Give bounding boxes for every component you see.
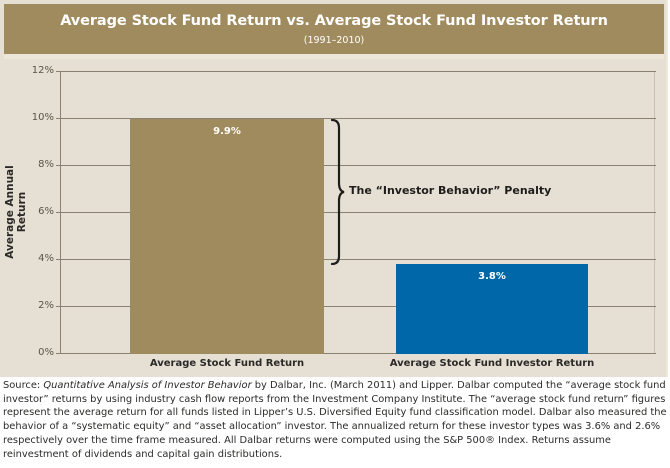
y-tick-6: 6% <box>38 206 54 217</box>
y-tick-2: 2% <box>38 300 54 311</box>
curly-brace-icon <box>330 119 345 265</box>
footnote-source-title: Quantitative Analysis of Investor Behavi… <box>43 380 252 391</box>
bar-value-label: 3.8% <box>478 271 506 282</box>
source-footnote: Source: Quantitative Analysis of Investo… <box>3 379 667 461</box>
x-label-investor-return: Average Stock Fund Investor Return <box>389 358 595 369</box>
bar-average-stock-fund-return: 9.9% <box>130 119 324 354</box>
header-divider <box>4 54 664 59</box>
y-tick-12: 12% <box>31 65 54 76</box>
investor-behavior-penalty-label: The “Investor Behavior” Penalty <box>349 184 552 197</box>
gridline-8 <box>56 165 656 166</box>
gridline-10 <box>56 118 656 119</box>
gridline-12 <box>56 71 656 72</box>
footnote-source-prefix: Source: <box>3 380 44 391</box>
gridline-4 <box>56 259 656 260</box>
chart-subtitle: (1991–2010) <box>303 35 365 46</box>
y-axis-label: Average Annual Return <box>4 165 28 259</box>
y-tick-0: 0% <box>38 347 54 358</box>
y-tick-4: 4% <box>38 253 54 264</box>
bar-average-stock-fund-investor-return: 3.8% <box>396 264 588 354</box>
y-tick-10: 10% <box>31 112 54 123</box>
chart-title: Average Stock Fund Return vs. Average St… <box>60 13 608 29</box>
bar-value-label: 9.9% <box>213 126 241 137</box>
gridline-2 <box>56 306 656 307</box>
gridline-0 <box>56 353 656 354</box>
chart-header: Average Stock Fund Return vs. Average St… <box>4 4 664 54</box>
gridline-6 <box>56 212 656 213</box>
x-label-stock-fund-return: Average Stock Fund Return <box>149 358 305 369</box>
y-tick-8: 8% <box>38 159 54 170</box>
footnote-body: by Dalbar, Inc. (March 2011) and Lipper.… <box>3 380 667 460</box>
plot-area <box>56 71 656 354</box>
